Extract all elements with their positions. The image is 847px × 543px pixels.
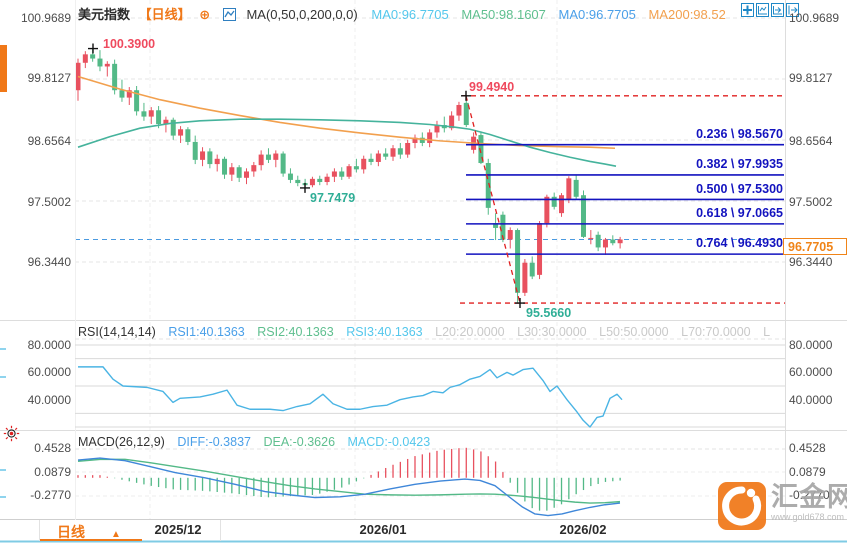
- rsi-axis-label: 40.0000: [27, 393, 71, 407]
- logo-text-block: 汇金网 www.gold678.com: [771, 482, 847, 522]
- swing-low-label: 95.5660: [526, 306, 572, 320]
- macd-name[interactable]: MACD(26,12,9): [78, 435, 165, 449]
- hot-flash-icon[interactable]: [3, 425, 20, 447]
- rsi-axis-label: 80.0000: [27, 338, 71, 352]
- rsi-axis-label: 80.0000: [789, 338, 833, 352]
- macd-axis-label: -0.2770: [789, 488, 830, 502]
- main-axis-label: 96.3440: [27, 255, 71, 269]
- logo-coin-icon: [718, 482, 766, 535]
- timeframe-tab-label: 日线 ▲: [57, 524, 121, 540]
- fib-level-label[interactable]: 0.236 \ 98.5670: [696, 127, 783, 141]
- fib-level-label[interactable]: 0.764 \ 96.4930: [696, 236, 783, 250]
- main-axis-label: 97.5002: [27, 195, 71, 209]
- rsi-l-extra: L: [763, 325, 771, 339]
- macd-axis-label: 0.4528: [34, 441, 71, 455]
- ma-group-label[interactable]: MA(0,50,0,200,0,0): [246, 7, 358, 22]
- exit-chart-icon[interactable]: [786, 3, 799, 17]
- macd-axis-label: 0.4528: [789, 441, 826, 455]
- macd-dea-value: DEA:-0.3626: [263, 435, 336, 449]
- left-accent-bar: [0, 45, 7, 92]
- chevron-up-icon: ▲: [111, 529, 121, 540]
- timeframe-tab[interactable]: 日线 ▲: [39, 520, 221, 541]
- last-price-badge: 96.7705: [783, 238, 847, 255]
- tab-active-underline: [40, 539, 142, 541]
- macd-axis-label: 0.0879: [34, 465, 71, 479]
- add-indicator-icon[interactable]: ⊕: [199, 7, 211, 22]
- ma50-value: MA50:98.1607: [461, 7, 546, 22]
- rsi-axis-label: 60.0000: [789, 365, 833, 379]
- rsi-l30: L30:30.0000: [517, 325, 587, 339]
- main-axis-label: 97.5002: [789, 195, 833, 209]
- rsi-l70: L70:70.0000: [681, 325, 751, 339]
- ma0b-value: MA0:96.7705: [558, 7, 636, 22]
- macd-axis-label: -0.2770: [30, 488, 71, 502]
- swing-low-label: 97.7479: [310, 191, 356, 205]
- main-axis-label: 99.8127: [27, 71, 71, 85]
- fib-level-label[interactable]: 0.382 \ 97.9935: [696, 157, 783, 171]
- main-axis-label: 99.8127: [789, 71, 833, 85]
- rsi1-value: RSI1:40.1363: [168, 325, 245, 339]
- rsi-header: RSI(14,14,14) RSI1:40.1363 RSI2:40.1363 …: [78, 325, 779, 339]
- rsi-l20: L20:20.0000: [435, 325, 505, 339]
- fib-level-label[interactable]: 0.618 \ 97.0665: [696, 206, 783, 220]
- rsi2-value: RSI2:40.1363: [257, 325, 334, 339]
- fib-level-label[interactable]: 0.500 \ 97.5300: [696, 182, 783, 196]
- ma200-value: MA200:98.52: [648, 7, 726, 22]
- macd-hist-value: MACD:-0.0423: [347, 435, 431, 449]
- logo-name: 汇金网: [771, 482, 847, 512]
- x-axis-date: 2025/12: [154, 522, 202, 537]
- main-axis-label: 100.9689: [20, 11, 71, 25]
- ma0-value: MA0:96.7705: [371, 7, 449, 22]
- site-logo: 汇金网 www.gold678.com: [718, 482, 847, 535]
- swing-high-label: 100.3900: [103, 37, 156, 51]
- symbol-title: 美元指数: [78, 7, 131, 22]
- macd-axis-label: 0.0879: [789, 465, 826, 479]
- rsi-name[interactable]: RSI(14,14,14): [78, 325, 156, 339]
- chart-toolbar: [741, 3, 799, 17]
- main-axis-label: 96.3440: [789, 255, 833, 269]
- rsi-l50: L50:50.0000: [599, 325, 669, 339]
- main-axis-label: 98.6564: [27, 134, 71, 148]
- period-label: 【日线】: [138, 7, 191, 22]
- x-axis-date: 2026/01: [359, 522, 407, 537]
- macd-header: MACD(26,12,9) DIFF:-0.3837 DEA:-0.3626 M…: [78, 435, 439, 449]
- fit-chart-icon[interactable]: [756, 3, 769, 17]
- swing-high-label: 99.4940: [469, 80, 515, 94]
- x-axis-date: 2026/02: [559, 522, 607, 537]
- logo-url: www.gold678.com: [771, 512, 845, 522]
- main-chart-header: 美元指数 【日线】 ⊕ MA(0,50,0,200,0,0) MA0:96.77…: [78, 4, 735, 24]
- main-axis-label: 98.6564: [789, 134, 833, 148]
- crosshair-move-icon[interactable]: [741, 3, 754, 17]
- ma-settings-icon[interactable]: [222, 8, 236, 24]
- main-axis-label: 100.9689: [789, 11, 840, 25]
- rsi3-value: RSI3:40.1363: [346, 325, 423, 339]
- macd-diff-value: DIFF:-0.3837: [177, 435, 251, 449]
- pan-right-icon[interactable]: [771, 3, 784, 17]
- rsi-axis-label: 40.0000: [789, 393, 833, 407]
- rsi-axis-label: 60.0000: [27, 365, 71, 379]
